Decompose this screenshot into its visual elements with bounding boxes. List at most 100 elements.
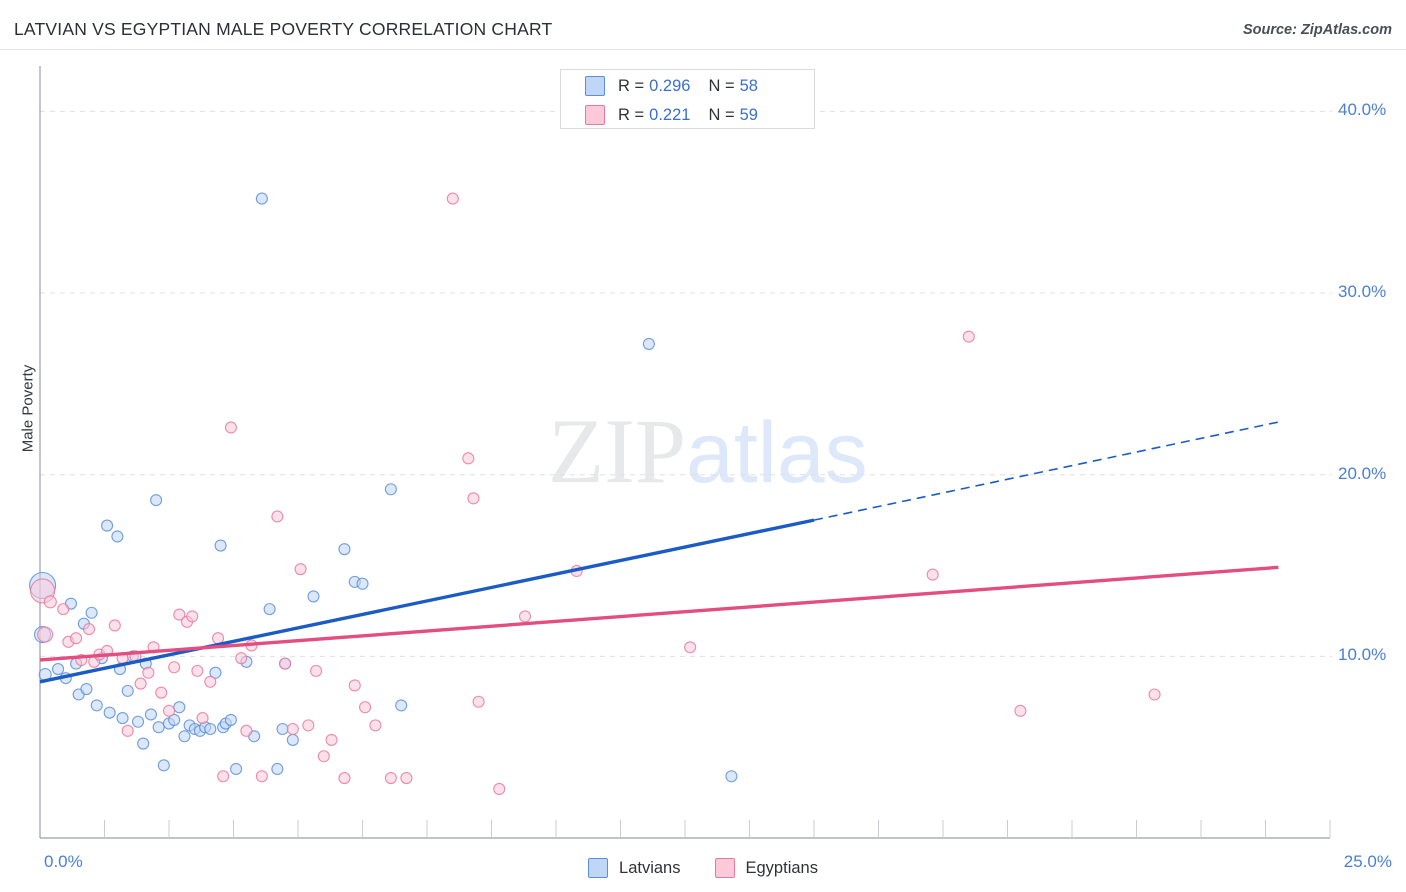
data-point (224, 421, 237, 434)
data-point (302, 719, 315, 732)
data-point (90, 699, 103, 712)
legend-r-value-egyptians: 0.221 (649, 105, 691, 124)
legend-n-value-egyptians: 59 (739, 105, 758, 124)
data-point (108, 619, 121, 632)
data-point (725, 770, 738, 783)
data-point (276, 722, 289, 736)
y-tick-label: 40.0% (1338, 100, 1387, 120)
legend-r-value-latvians: 0.296 (649, 76, 691, 95)
data-point (131, 715, 145, 728)
data-point (52, 663, 65, 676)
legend-r-label-latvians: R = (618, 76, 645, 95)
data-point (286, 733, 299, 746)
data-point (111, 530, 124, 543)
axes (39, 66, 1331, 839)
y-tick-label: 20.0% (1338, 463, 1387, 483)
data-point (317, 750, 330, 763)
data-point (80, 682, 93, 696)
data-point (338, 772, 351, 785)
data-point (173, 608, 186, 621)
data-point (186, 610, 199, 623)
data-point (467, 492, 480, 505)
page-title: LATVIAN VS EGYPTIAN MALE POVERTY CORRELA… (14, 19, 553, 39)
data-point (240, 724, 253, 737)
data-point (271, 510, 284, 523)
legend-swatch-egyptians (585, 105, 605, 125)
y-tick-label: 10.0% (1338, 645, 1387, 665)
trend-line-projection-latvians (813, 421, 1279, 521)
data-point (384, 772, 397, 785)
gridlines (40, 110, 1332, 657)
data-point (150, 494, 163, 507)
legend-color-swatch-latvians (588, 858, 609, 878)
data-point (325, 733, 338, 746)
data-point (279, 657, 292, 670)
data-point (255, 770, 268, 783)
data-point (348, 679, 361, 692)
data-point (57, 603, 70, 616)
y-tick-label: 30.0% (1338, 282, 1387, 302)
data-point (134, 677, 147, 690)
data-point (926, 568, 939, 581)
legend-stat-row-egyptians: R = 0.221 N = 59 (561, 100, 816, 130)
data-point (211, 632, 225, 645)
data-point (121, 724, 134, 737)
data-point (142, 666, 155, 679)
data-point (230, 762, 243, 776)
data-point (462, 452, 475, 465)
data-point (338, 543, 351, 556)
data-point (144, 708, 157, 721)
data-point (235, 652, 248, 665)
data-point (43, 595, 57, 609)
data-point (518, 610, 532, 623)
data-points (29, 192, 1161, 796)
data-point (85, 606, 98, 619)
data-point (1148, 688, 1161, 701)
data-point (121, 684, 134, 697)
data-point (191, 664, 204, 677)
legend-r-label-egyptians: R = (618, 105, 645, 124)
trend-lines (39, 421, 1279, 684)
data-point (173, 701, 186, 714)
legend-item-egyptians[interactable]: Egyptians (714, 858, 818, 878)
source-attribution: Source: ZipAtlas.com (1242, 22, 1392, 38)
trend-line-latvians (39, 518, 815, 684)
data-point (103, 706, 116, 719)
data-point (369, 719, 382, 732)
data-point (178, 730, 191, 743)
legend-n-value-latvians: 58 (739, 76, 758, 95)
legend-item-latvians[interactable]: Latvians (588, 858, 681, 878)
data-point (209, 666, 222, 679)
data-point (224, 713, 237, 726)
legend-label-egyptians: Egyptians (745, 858, 818, 877)
trend-line-egyptians (39, 565, 1279, 662)
data-point (684, 641, 697, 654)
data-point (356, 577, 369, 590)
data-point (152, 721, 165, 734)
series-legend: Latvians Egyptians (0, 850, 1406, 886)
data-point (493, 782, 506, 796)
data-point (446, 192, 459, 205)
data-point (155, 686, 168, 699)
data-point (286, 722, 299, 736)
data-point (400, 772, 413, 785)
data-point (162, 704, 176, 717)
data-point (271, 762, 284, 776)
data-point (168, 661, 181, 674)
correlation-stats-legend: R = 0.296 N = 58 R = 0.221 N = 59 (560, 69, 815, 129)
legend-swatch-latvians (585, 76, 605, 96)
data-point (196, 712, 209, 725)
data-point (168, 713, 181, 726)
data-point (1014, 704, 1027, 717)
header-divider (0, 49, 1406, 50)
y-axis-title: Male Poverty (19, 364, 37, 453)
data-point (70, 632, 83, 645)
legend-color-swatch-egyptians (714, 858, 735, 878)
data-point (255, 192, 268, 205)
data-point (359, 701, 372, 714)
data-point (204, 722, 217, 736)
data-point (962, 330, 975, 343)
data-point (157, 759, 170, 772)
